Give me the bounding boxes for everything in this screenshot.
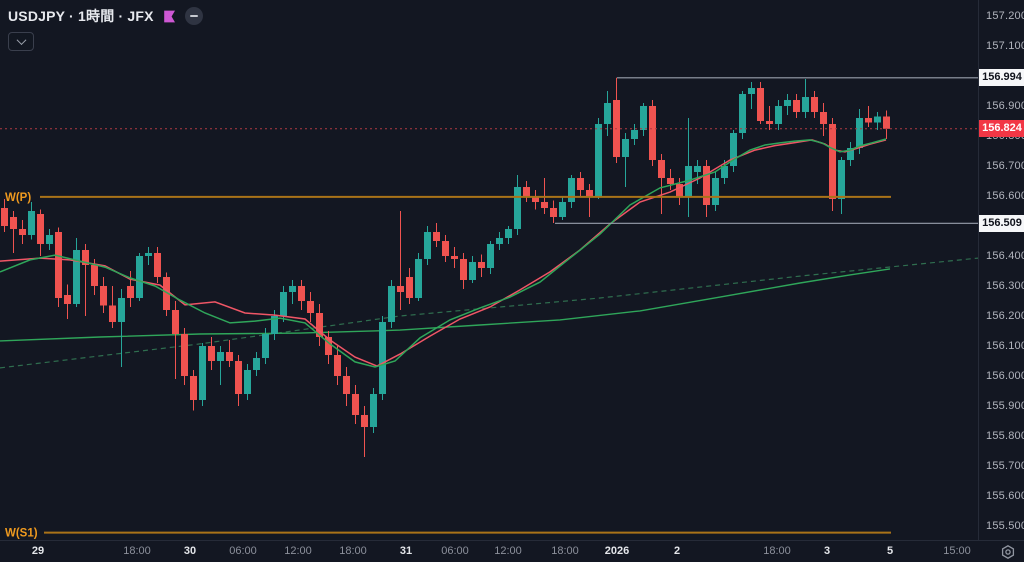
- time-tick: 5: [886, 545, 894, 557]
- price-tick: 157.200: [986, 10, 1024, 22]
- axis-settings-gear-icon[interactable]: [1000, 544, 1016, 560]
- price-tick: 155.800: [986, 430, 1024, 442]
- time-tick: 3: [823, 545, 831, 557]
- candlestick-series[interactable]: [1, 77, 890, 457]
- price-tick: 155.700: [986, 460, 1024, 472]
- time-tick: 2026: [604, 545, 630, 557]
- time-axis[interactable]: 29 18:00 30 06:00 12:00 18:00 31 06:00 12:00 18:0…: [0, 540, 1024, 562]
- chevron-down-icon: [16, 35, 26, 46]
- minus-icon: [189, 15, 198, 17]
- price-tick: 156.700: [986, 160, 1024, 172]
- legend-collapse-button[interactable]: [8, 32, 34, 51]
- price-tick: 155.900: [986, 400, 1024, 412]
- price-tick: 156.400: [986, 250, 1024, 262]
- hide-indicator-button[interactable]: [184, 7, 203, 25]
- symbol-title[interactable]: USDJPY · 1時間 · JFX: [8, 8, 154, 24]
- price-tick: 155.500: [986, 520, 1024, 532]
- price-tick: 156.200: [986, 310, 1024, 322]
- price-tick: 155.600: [986, 490, 1024, 502]
- level-price-label[interactable]: 156.509: [979, 214, 1024, 232]
- chart-background: [0, 0, 978, 540]
- time-tick: 15:00: [943, 545, 971, 557]
- price-axis[interactable]: 157.200157.100157.000156.900156.800156.7…: [978, 0, 1024, 540]
- pivot-line-ws1-label: W(S1): [5, 528, 38, 540]
- time-tick: 06:00: [229, 545, 257, 557]
- time-tick: 2: [673, 545, 681, 557]
- time-tick: 18:00: [123, 545, 151, 557]
- time-tick: 18:00: [763, 545, 791, 557]
- price-tick: 156.100: [986, 340, 1024, 352]
- last-price-label[interactable]: 156.824: [979, 120, 1024, 138]
- price-tick: 156.300: [986, 280, 1024, 292]
- chart-pane[interactable]: W(P) W(S1): [0, 0, 978, 540]
- time-tick: 12:00: [284, 545, 312, 557]
- time-tick: 18:00: [339, 545, 367, 557]
- price-tick: 157.100: [986, 40, 1024, 52]
- time-tick: 12:00: [494, 545, 522, 557]
- symbol-legend: USDJPY · 1時間 · JFX: [8, 6, 203, 51]
- pivot-line-wp-label: W(P): [5, 192, 31, 204]
- time-tick: 18:00: [551, 545, 579, 557]
- price-tick: 156.000: [986, 370, 1024, 382]
- time-tick: 30: [183, 545, 197, 557]
- time-tick: 06:00: [441, 545, 469, 557]
- time-tick: 31: [399, 545, 413, 557]
- price-tick: 156.600: [986, 190, 1024, 202]
- level-price-label[interactable]: 156.994: [979, 69, 1024, 87]
- time-tick: 29: [31, 545, 45, 557]
- flag-icon[interactable]: [161, 8, 178, 25]
- price-tick: 156.900: [986, 100, 1024, 112]
- fast-ma-line[interactable]: [0, 138, 887, 368]
